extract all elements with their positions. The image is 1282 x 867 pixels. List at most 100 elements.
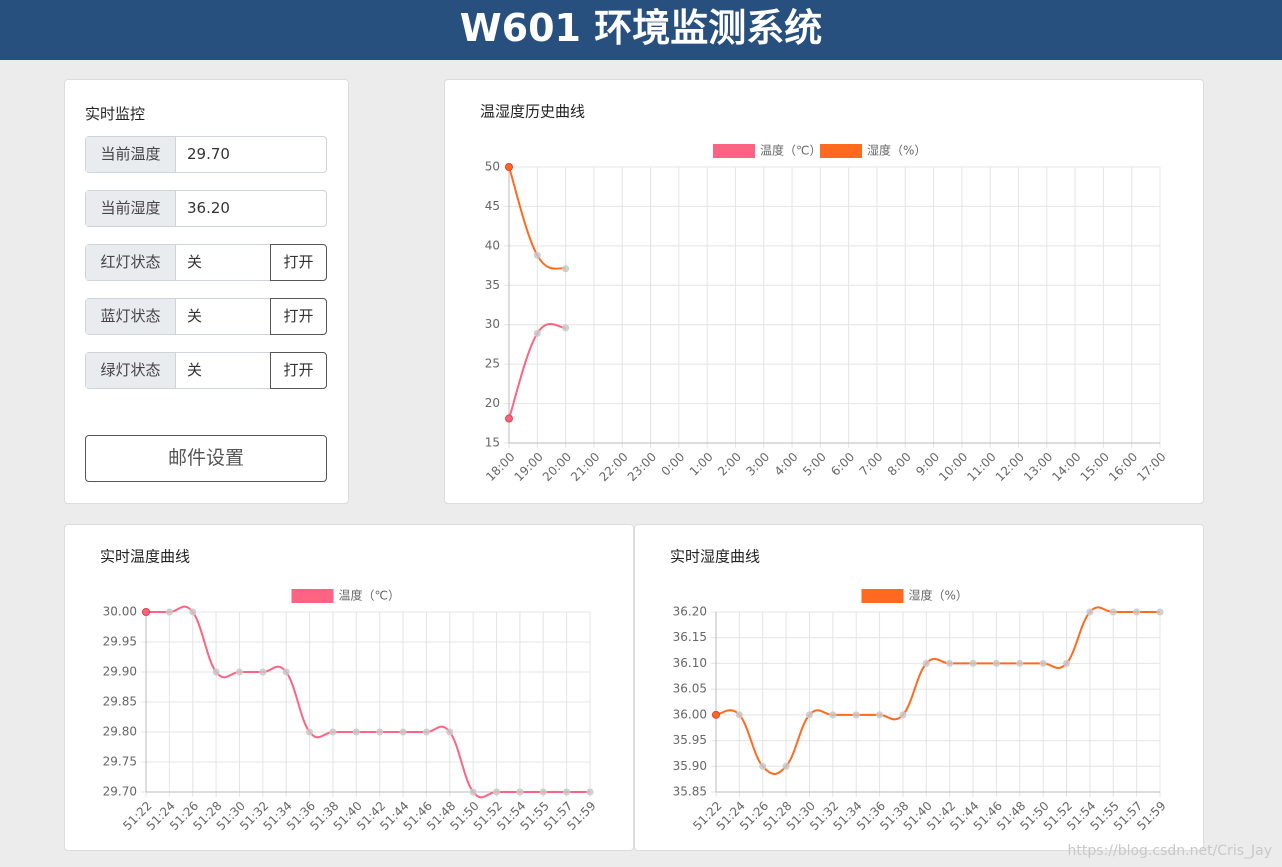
y-tick-label: 20 <box>485 396 500 410</box>
x-tick-label: 11:00 <box>964 450 998 484</box>
x-tick-label: 14:00 <box>1049 450 1083 484</box>
data-point <box>282 668 290 676</box>
data-point <box>539 788 547 796</box>
data-point <box>352 728 360 736</box>
data-point <box>505 414 513 423</box>
toggle-button[interactable]: 打开 <box>270 352 327 389</box>
data-point <box>852 711 860 719</box>
toggle-button[interactable]: 打开 <box>270 298 327 335</box>
data-point <box>562 265 570 273</box>
legend-swatch <box>820 144 862 158</box>
y-tick-label: 40 <box>485 238 500 252</box>
data-point <box>422 728 430 736</box>
x-tick-label: 21:00 <box>568 450 602 484</box>
data-point <box>259 668 267 676</box>
data-point <box>563 788 571 796</box>
row-label: 红灯状态 <box>86 245 176 280</box>
data-point <box>399 728 407 736</box>
data-point <box>469 788 477 796</box>
data-point <box>306 728 314 736</box>
y-tick-label: 35 <box>485 278 500 292</box>
data-point <box>493 788 501 796</box>
x-tick-label: 2:00 <box>715 450 744 479</box>
data-point <box>516 788 524 796</box>
chart-title: 实时湿度曲线 <box>670 548 760 566</box>
input-row: 红灯状态关 打开 <box>85 244 327 281</box>
x-tick-label: 19:00 <box>512 450 546 484</box>
y-tick-label: 35.90 <box>673 759 707 773</box>
x-tick-label: 18:00 <box>483 450 517 484</box>
row-value: 36.20 <box>187 199 230 217</box>
toggle-button[interactable]: 打开 <box>270 244 327 281</box>
legend-swatch <box>861 589 904 603</box>
y-tick-label: 29.70 <box>103 785 137 799</box>
data-point <box>899 711 907 719</box>
data-point <box>1133 608 1141 616</box>
data-point <box>189 608 197 616</box>
y-tick-label: 36.15 <box>673 630 707 644</box>
humidity-card <box>634 524 1204 851</box>
legend-label: 温度（℃） <box>339 588 400 603</box>
data-point <box>922 659 930 667</box>
panel-title: 实时监控 <box>85 105 146 123</box>
data-point <box>1109 608 1117 616</box>
legend-swatch <box>291 589 334 603</box>
row-value: 关 <box>187 253 203 271</box>
data-point <box>533 329 541 337</box>
data-point <box>735 711 743 719</box>
data-point <box>329 728 337 736</box>
y-tick-label: 35.85 <box>673 785 707 799</box>
legend-swatch <box>713 144 755 158</box>
legend-label: 湿度（%） <box>909 588 968 603</box>
x-tick-label: 17:00 <box>1134 450 1168 484</box>
data-point <box>142 608 150 616</box>
row-label: 当前湿度 <box>86 191 176 226</box>
mail-button[interactable]: 邮件设置 <box>85 435 327 482</box>
y-tick-label: 25 <box>485 357 500 371</box>
data-point <box>712 710 720 719</box>
row-value: 29.70 <box>187 145 230 163</box>
row-value: 关 <box>187 307 203 325</box>
x-tick-label: 5:00 <box>800 450 829 479</box>
x-tick-label: 12:00 <box>993 450 1027 484</box>
y-tick-label: 15 <box>485 436 500 450</box>
data-point <box>759 762 767 770</box>
x-tick-label: 10:00 <box>936 450 970 484</box>
row-value: 关 <box>187 361 203 379</box>
data-point <box>829 711 837 719</box>
data-point <box>1086 608 1094 616</box>
y-tick-label: 36.00 <box>673 707 707 721</box>
data-point <box>165 608 173 616</box>
series-line <box>715 606 1160 775</box>
data-point <box>505 163 513 171</box>
data-point <box>1156 608 1164 616</box>
chart-title: 实时温度曲线 <box>100 548 190 566</box>
x-tick-label: 7:00 <box>857 450 886 479</box>
x-tick-label: 23:00 <box>625 450 659 484</box>
y-tick-label: 50 <box>485 160 500 174</box>
x-tick-label: 3:00 <box>743 450 772 479</box>
watermark: https://blog.csdn.net/Cris_Jay <box>1067 843 1272 859</box>
y-tick-label: 29.75 <box>103 755 137 769</box>
x-tick-label: 13:00 <box>1021 450 1055 484</box>
data-point <box>782 762 790 770</box>
y-tick-label: 29.85 <box>103 695 137 709</box>
legend-label: 温度（℃） <box>760 143 821 158</box>
data-point <box>1016 659 1024 667</box>
x-tick-label: 22:00 <box>596 450 630 484</box>
data-point <box>805 711 813 719</box>
data-point <box>376 728 384 736</box>
input-row: 绿灯状态关 打开 <box>85 352 327 389</box>
x-tick-label: 15:00 <box>1078 450 1112 484</box>
x-tick-label: 20:00 <box>540 450 574 484</box>
y-tick-label: 29.80 <box>103 725 137 739</box>
data-point <box>533 251 541 259</box>
input-row: 当前湿度 36.20 <box>85 190 327 227</box>
y-tick-label: 29.95 <box>103 635 137 649</box>
y-tick-label: 36.10 <box>673 656 707 670</box>
y-tick-label: 29.90 <box>103 665 137 679</box>
data-point <box>992 659 1000 667</box>
data-point <box>1063 659 1071 667</box>
